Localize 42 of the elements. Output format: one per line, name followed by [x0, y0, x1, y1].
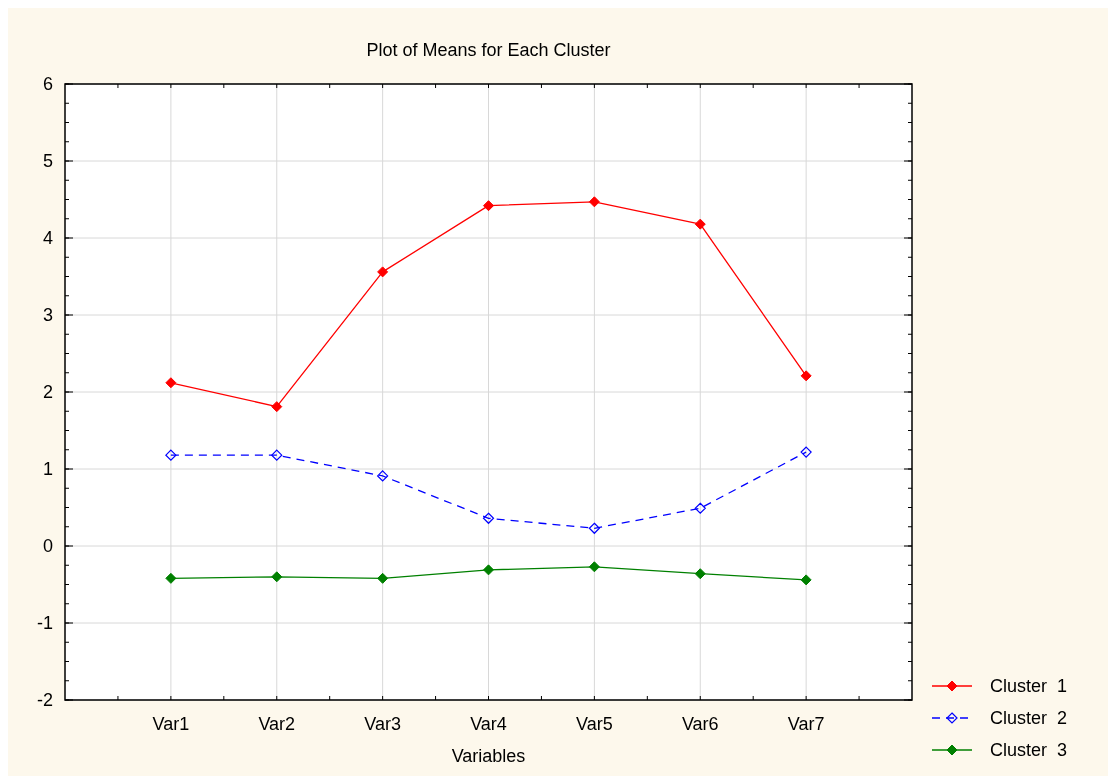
- point: [694, 568, 706, 580]
- point: [271, 571, 283, 583]
- x-tick-label: Var5: [576, 714, 613, 734]
- chart-title: Plot of Means for Each Cluster: [366, 40, 611, 60]
- y-tick-label: 2: [42, 382, 53, 403]
- x-tick-label: Var3: [364, 714, 401, 734]
- point: [800, 446, 812, 458]
- y-tick-label: 6: [42, 74, 53, 95]
- point: [377, 470, 389, 482]
- point: [694, 218, 706, 230]
- point: [588, 522, 600, 534]
- y-tick-label: 3: [42, 305, 53, 326]
- point: [165, 377, 177, 389]
- legend-label: Cluster 2: [990, 708, 1068, 729]
- point: [377, 266, 389, 278]
- point: [588, 196, 600, 208]
- point: [271, 449, 283, 461]
- point: [588, 561, 600, 573]
- x-tick-label: Var7: [787, 714, 825, 734]
- point: [271, 401, 283, 413]
- point: [165, 572, 177, 584]
- x-axis-title: Variables: [451, 746, 526, 766]
- point: [165, 449, 177, 461]
- point: [694, 502, 706, 514]
- y-tick-label: 0: [42, 536, 53, 557]
- x-tick-label: Var6: [681, 714, 719, 734]
- point: [483, 200, 494, 212]
- x-tick-label: Var4: [470, 714, 507, 734]
- y-tick-label: 4: [42, 228, 53, 249]
- legend-label: Cluster 1: [990, 676, 1068, 697]
- y-tick-label: 1: [42, 459, 53, 480]
- point: [800, 370, 812, 382]
- point: [377, 572, 389, 584]
- y-tick-label: -1: [36, 613, 53, 634]
- x-tick-label: Var1: [152, 714, 190, 734]
- y-tick-label: 5: [42, 151, 53, 172]
- point: [800, 574, 812, 586]
- point: [482, 512, 495, 524]
- x-tick-label: Var2: [258, 714, 296, 734]
- y-tick-label: -2: [36, 690, 53, 711]
- point: [483, 564, 494, 576]
- legend-label: Cluster 3: [990, 740, 1068, 761]
